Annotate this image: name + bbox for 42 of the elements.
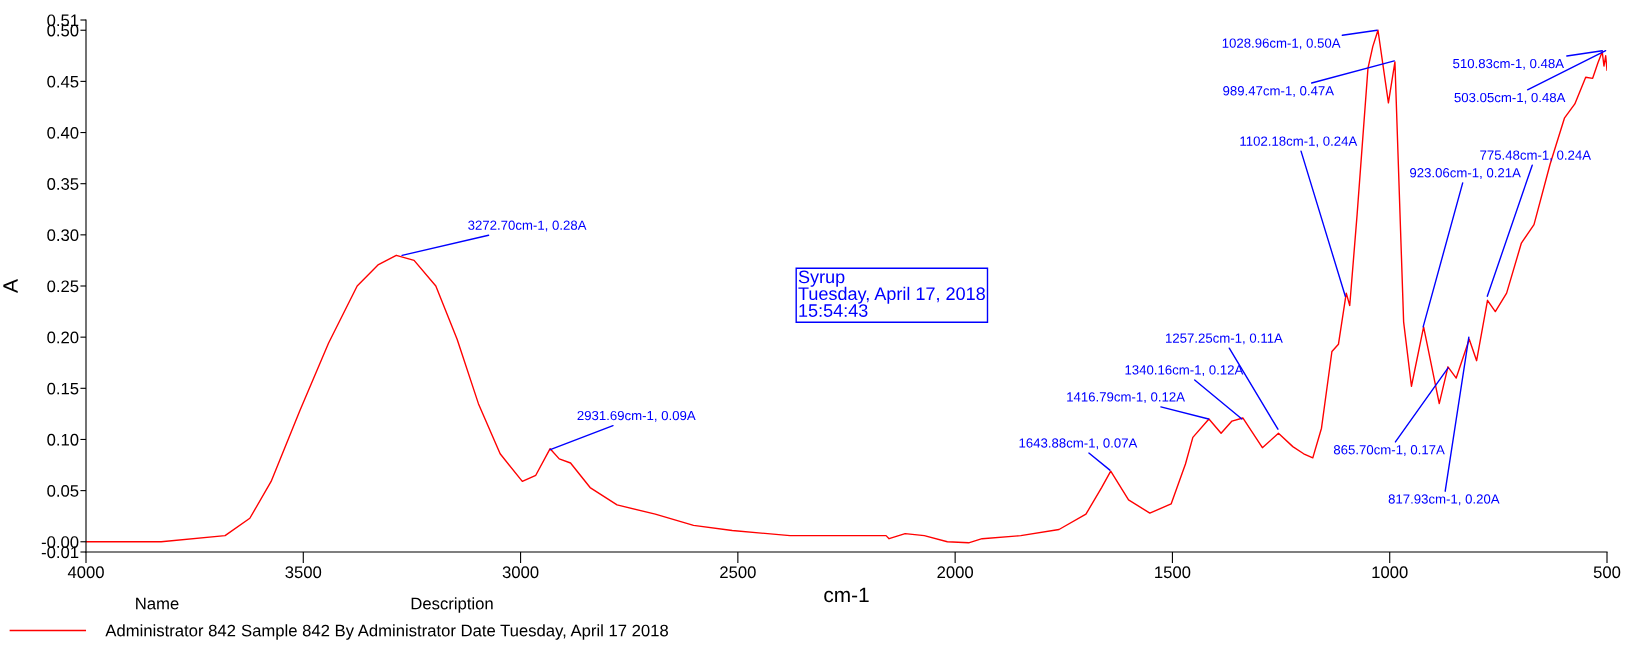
x-tick-label: 1500: [1155, 566, 1191, 579]
annotation: 2931.69cm-1, 0.09A: [577, 410, 696, 422]
y-tick-label: 0.10: [47, 433, 79, 446]
annotation: 1028.96cm-1, 0.50A: [1222, 38, 1341, 50]
annotation: 3272.70cm-1, 0.28A: [468, 220, 587, 232]
annotation: 1643.88cm-1, 0.07A: [1019, 438, 1138, 450]
x-tick-label: 2000: [937, 566, 974, 579]
annotation: 1340.16cm-1, 0.12A: [1125, 365, 1244, 377]
x-tick-label: 3500: [285, 566, 322, 579]
annotation: 923.06cm-1, 0.21A: [1410, 168, 1521, 180]
x-tick-label: 500: [1593, 566, 1621, 579]
annotation: 1102.18cm-1, 0.24A: [1240, 136, 1358, 148]
annotation: Syrup Tuesday, April 17, 2018 15:54:43: [798, 270, 985, 317]
annotation: 989.47cm-1, 0.47A: [1223, 86, 1335, 98]
annotation: 817.93cm-1, 0.20A: [1388, 494, 1500, 506]
legend-label: Administrator 842: [105, 624, 236, 637]
y-tick-label: 0.20: [47, 331, 79, 344]
y-axis-title: A: [3, 279, 18, 293]
x-tick-label: 3000: [502, 566, 539, 579]
annotation: 503.05cm-1, 0.48A: [1454, 92, 1566, 104]
y-tick-label: 0.25: [47, 280, 79, 293]
x-tick-label: 4000: [67, 566, 104, 579]
x-axis-title: cm-1: [824, 587, 869, 603]
annotation: 1416.79cm-1, 0.12A: [1067, 392, 1185, 404]
y-tick-label: 0.05: [47, 485, 79, 497]
text: Name: [136, 597, 179, 610]
y-tick-label: 0.15: [47, 382, 79, 395]
y-tick-label: -0.00: [41, 536, 79, 548]
y-tick-label: 0.40: [47, 126, 79, 139]
y-tick-label: -0.01: [41, 546, 79, 559]
x-tick-label: 1000: [1372, 566, 1408, 579]
annotation: 775.48cm-1, 0.24A: [1480, 150, 1592, 162]
annotation: 865.70cm-1, 0.17A: [1333, 445, 1445, 456]
y-tick-label: 0.45: [47, 75, 79, 88]
annotation: 510.83cm-1, 0.48A: [1453, 58, 1565, 70]
y-tick-label: 0.30: [47, 229, 79, 242]
text: Sample 842 By Administrator Date Tuesday, April 17 2018: [241, 624, 668, 640]
x-tick-label: 2500: [720, 566, 756, 579]
y-tick-label: 0.35: [47, 178, 79, 190]
annotation: 1257.25cm-1, 0.11A: [1166, 333, 1283, 345]
line-series: [86, 29, 1607, 544]
text: Description: [411, 597, 493, 613]
